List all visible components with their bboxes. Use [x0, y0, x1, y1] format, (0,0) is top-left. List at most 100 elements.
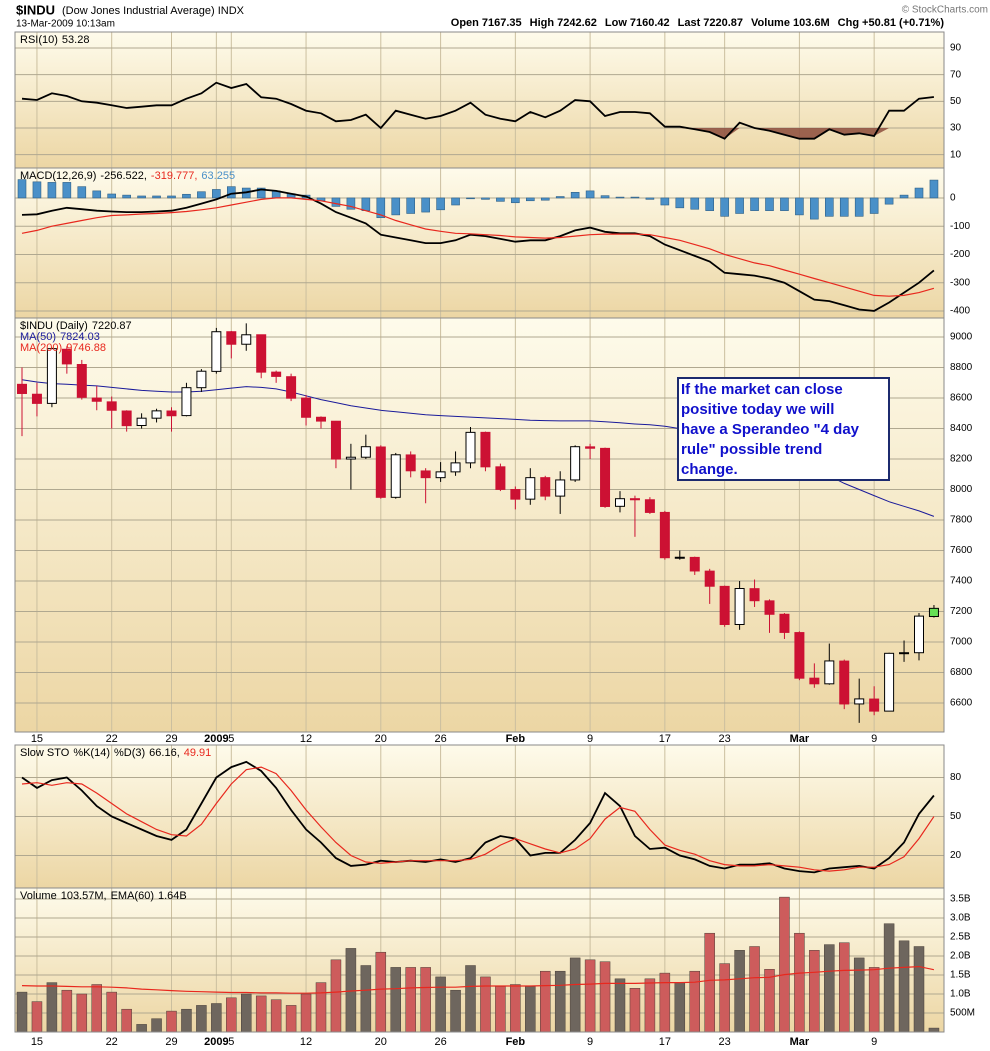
candle-body — [854, 698, 865, 705]
timestamp: 13-Mar-2009 10:13am — [16, 19, 115, 30]
legend-item: MA(200) — [20, 342, 62, 354]
histogram-bar — [795, 197, 804, 216]
candle-body — [749, 588, 760, 602]
series-line — [21, 81, 935, 140]
x-tick-label: 2009 — [204, 1036, 228, 1048]
legend-item: , — [177, 747, 180, 759]
volume-bar — [121, 1008, 132, 1032]
legend-item: 9746.88 — [66, 342, 106, 354]
histogram-bar — [212, 189, 221, 199]
histogram-bar — [466, 197, 475, 200]
annotation: If the market can close positive today we… — [677, 377, 890, 481]
volume-bar — [345, 948, 357, 1032]
x-tick-label: 12 — [300, 733, 312, 745]
legend: MA(50) 7824.03 — [20, 331, 100, 343]
legend-item: , — [194, 170, 197, 182]
quote: Open 7167.35 High 7242.62 Low 7160.42 Last 7220… — [451, 17, 945, 29]
candle-body — [390, 454, 401, 498]
candle-body — [345, 456, 356, 460]
candle-body — [286, 376, 297, 399]
candle-body — [600, 447, 611, 507]
quote-value: 7160.42 — [630, 17, 670, 29]
x-tick-label: 2009 — [204, 733, 228, 745]
candle-body — [435, 471, 446, 479]
histogram-bar — [570, 191, 580, 199]
histogram-bar — [630, 196, 640, 199]
volume-bar — [435, 976, 446, 1032]
quote-value: 7242.62 — [557, 17, 597, 29]
legend-item: MACD(12,26,9) — [20, 170, 96, 182]
annotation-line: positive today we will — [681, 401, 835, 418]
legend-item: EMA(60) — [111, 890, 154, 902]
x-tick-label: 5 — [228, 733, 234, 745]
histogram-bar — [765, 197, 774, 211]
symbol: $INDU — [16, 2, 55, 17]
histogram-bar — [137, 195, 146, 199]
volume-bar — [868, 967, 880, 1032]
annotation-line: change. — [681, 461, 738, 478]
histogram-bar — [361, 197, 371, 211]
volume-bar — [614, 978, 626, 1032]
histogram-bar — [854, 197, 864, 217]
candle-body — [301, 397, 312, 418]
volume-bar — [824, 944, 835, 1032]
quote-value: +50.81 (+0.71%) — [862, 17, 944, 29]
candle-body — [465, 431, 476, 464]
histogram-bar — [525, 197, 535, 202]
histogram-bar — [481, 197, 490, 200]
y-tick-label: 10 — [950, 149, 962, 160]
x-tick-label: 26 — [434, 1036, 446, 1048]
y-tick-label: -300 — [950, 277, 970, 288]
histogram-bar — [17, 179, 27, 199]
volume-bar — [495, 986, 506, 1032]
volume-bar — [734, 950, 745, 1032]
legend-item: , — [104, 890, 107, 902]
legend-item: %D(3) — [114, 747, 145, 759]
quote-label: Volume — [751, 17, 790, 29]
series-line — [21, 760, 935, 874]
candle-body — [719, 585, 730, 625]
legend-item: 103.57M — [61, 890, 104, 902]
candle-body — [480, 431, 491, 468]
histogram-bar — [839, 197, 849, 217]
panel — [15, 32, 944, 168]
panel-background — [15, 32, 944, 168]
histogram-bar — [197, 191, 206, 199]
candle-body — [316, 416, 326, 422]
x-tick-label: 12 — [300, 1036, 312, 1048]
volume-bar — [46, 982, 58, 1032]
volume-bar — [450, 989, 461, 1032]
volume-bar — [196, 1005, 207, 1032]
histogram-bar — [47, 182, 57, 199]
histogram-bar — [152, 195, 161, 199]
volume-bar — [375, 951, 387, 1032]
candle-body — [674, 556, 685, 559]
y-tick-label: 0 — [950, 193, 956, 204]
volume-bar — [181, 1008, 192, 1032]
legend: RSI(10) 53.28 — [20, 34, 89, 46]
candle-body — [375, 446, 386, 498]
y-tick-label: 2.5B — [950, 932, 971, 943]
volume-bar — [719, 963, 730, 1032]
legend-item: RSI(10) — [20, 34, 58, 46]
x-tick-label: 9 — [871, 1036, 877, 1048]
volume-bar — [166, 1010, 177, 1032]
histogram-bar — [346, 197, 356, 210]
legend-item: Volume — [20, 890, 57, 902]
legend-item: $INDU (Daily) — [20, 320, 88, 332]
watermark: © StockCharts.com — [902, 5, 988, 16]
histogram-bar — [421, 197, 430, 213]
candle-body — [570, 446, 581, 481]
x-tick-label: Feb — [506, 1036, 526, 1048]
x-tick-label: 29 — [165, 1036, 177, 1048]
legend-item: -319.777 — [151, 170, 194, 182]
candle-body — [226, 331, 237, 345]
volume-bar — [510, 984, 521, 1032]
x-tick-label: 23 — [719, 1036, 731, 1048]
histogram-bar — [376, 197, 386, 219]
panel-background — [15, 168, 944, 318]
candle-body — [196, 370, 207, 389]
x-tick-label: 20 — [375, 1036, 387, 1048]
legend: Slow STO %K(14) %D(3) 66.16, 49.91 — [20, 747, 211, 759]
